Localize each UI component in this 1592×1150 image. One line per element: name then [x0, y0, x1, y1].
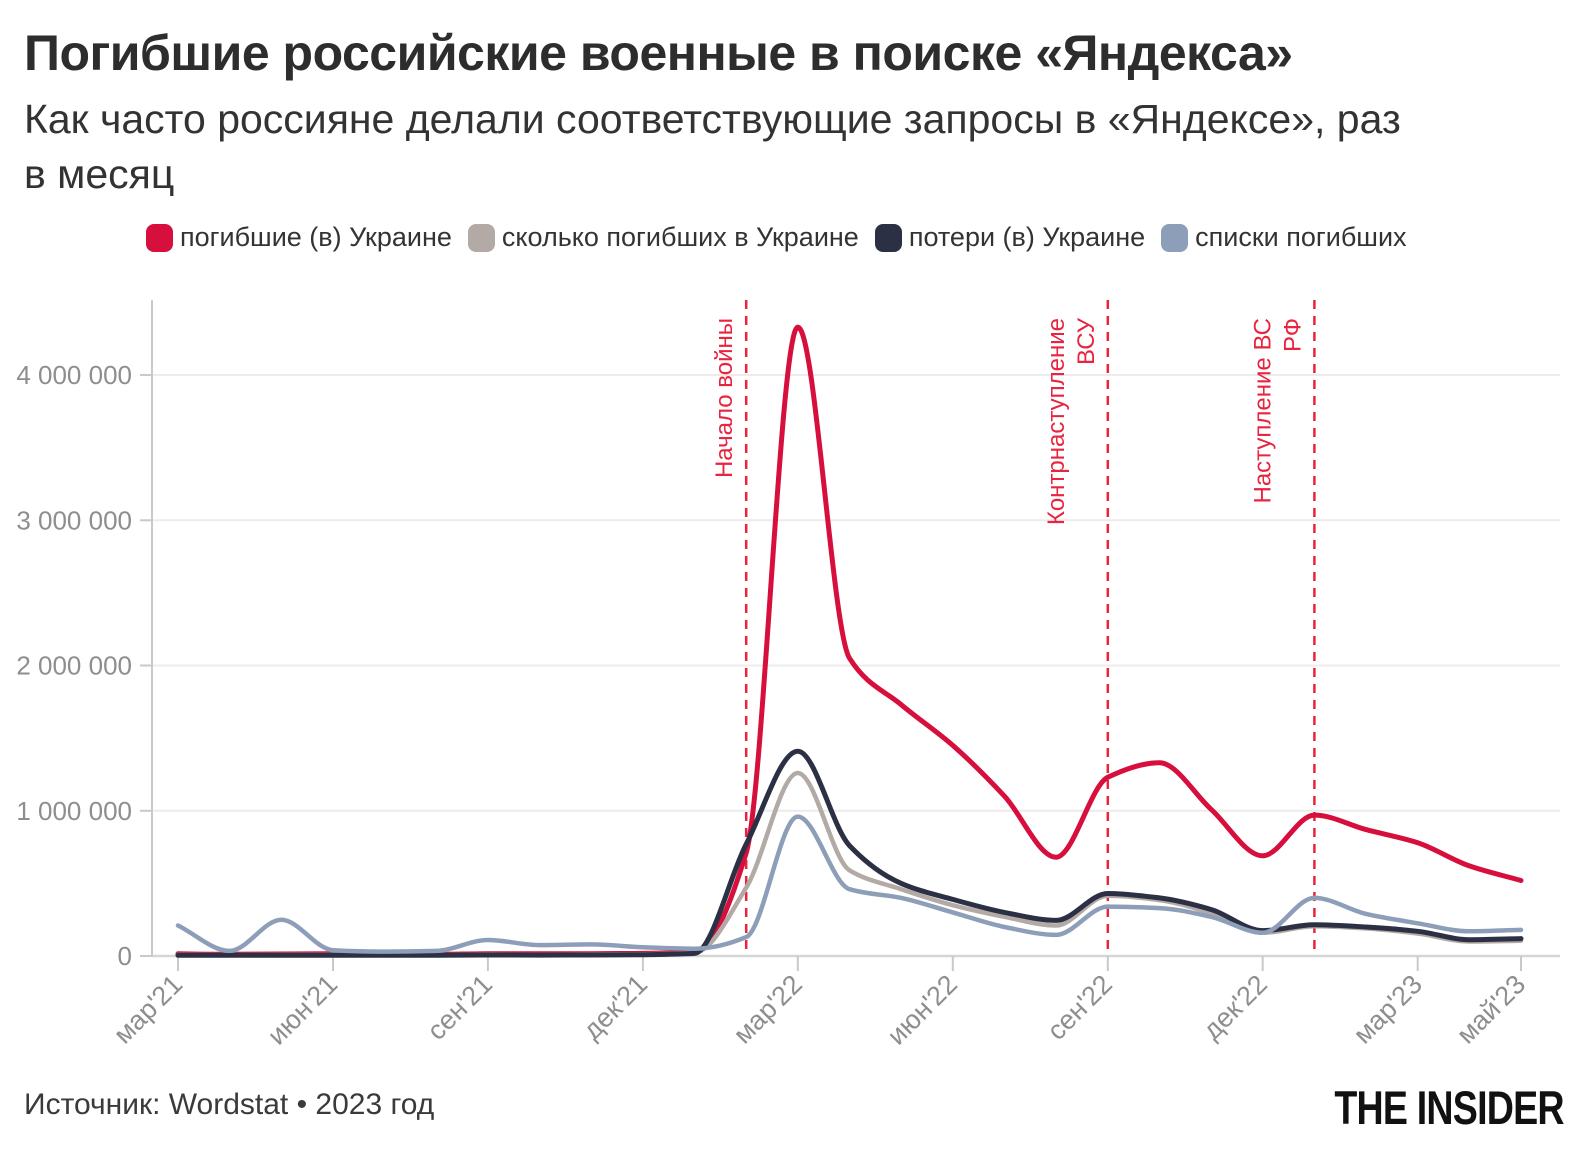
publisher-logo: THE INSIDER: [1334, 1081, 1565, 1134]
legend-swatch-red: [146, 223, 173, 252]
line-chart: 0 1 000 000 2 000 000 3 000 000 4 000 000 мар…: [16, 300, 1560, 1051]
legend-label: списки погибших: [1195, 222, 1407, 252]
chart-legend: погибшие (в) Украине сколько погибших в …: [146, 222, 1546, 253]
y-tick-label: 3 000 000: [16, 505, 132, 535]
source-note: Источник: Wordstat • 2023 год: [24, 1088, 435, 1121]
legend-label: сколько погибших в Украине: [501, 222, 859, 252]
legend-item-spiski: списки погибших: [1161, 222, 1407, 253]
legend-item-skolko: сколько погибших в Украине: [467, 222, 859, 253]
series-line: [175, 770, 1524, 958]
y-tick-label: 2 000 000: [16, 651, 132, 681]
legend-item-poteri: потери (в) Украине: [874, 222, 1146, 253]
x-tick-label: июн'21: [262, 969, 344, 1051]
legend-swatch-taupe: [467, 223, 495, 252]
annotation-label: Наступление ВС: [1249, 318, 1276, 504]
series-line: [175, 748, 1524, 958]
subtitle-line-1: Как часто россияне делали соответствующи…: [24, 96, 1401, 142]
page-title: Погибшие российские военные в поиске «Ян…: [24, 25, 1293, 81]
y-tick-label: 1 000 000: [16, 796, 132, 826]
x-tick-label: мар'22: [728, 969, 808, 1049]
annotation-label: РФ: [1279, 318, 1306, 352]
annotation-label: ВСУ: [1073, 317, 1100, 365]
x-tick-label: дек'21: [577, 969, 653, 1045]
x-tick-label: мар'21: [108, 969, 188, 1049]
legend-label: погибшие (в) Украине: [180, 222, 452, 252]
annotation-label: Начало войны: [711, 318, 738, 478]
annotation-label: Контрнаступление: [1043, 318, 1070, 525]
x-tick-label: сен'21: [421, 969, 498, 1046]
legend-swatch-bluegray: [1161, 223, 1189, 252]
x-tick-label: дек'22: [1197, 969, 1273, 1045]
y-tick-label: 4 000 000: [16, 360, 132, 390]
subtitle-line-2: в месяц: [24, 151, 175, 198]
page-subtitle: Как часто россияне делали соответствующи…: [24, 92, 1569, 203]
series-line: [175, 814, 1524, 954]
x-tick-label: май'23: [1451, 969, 1532, 1050]
legend-item-pogibshie: погибшие (в) Украине: [146, 222, 452, 253]
legend-label: потери (в) Украине: [908, 222, 1146, 252]
x-tick-label: июн'22: [881, 969, 963, 1051]
x-tick-label: мар'23: [1347, 969, 1427, 1049]
x-tick-label: сен'22: [1041, 969, 1118, 1046]
y-tick-label: 0: [118, 941, 132, 971]
legend-swatch-navy: [874, 223, 902, 252]
series-line: [175, 324, 1524, 957]
